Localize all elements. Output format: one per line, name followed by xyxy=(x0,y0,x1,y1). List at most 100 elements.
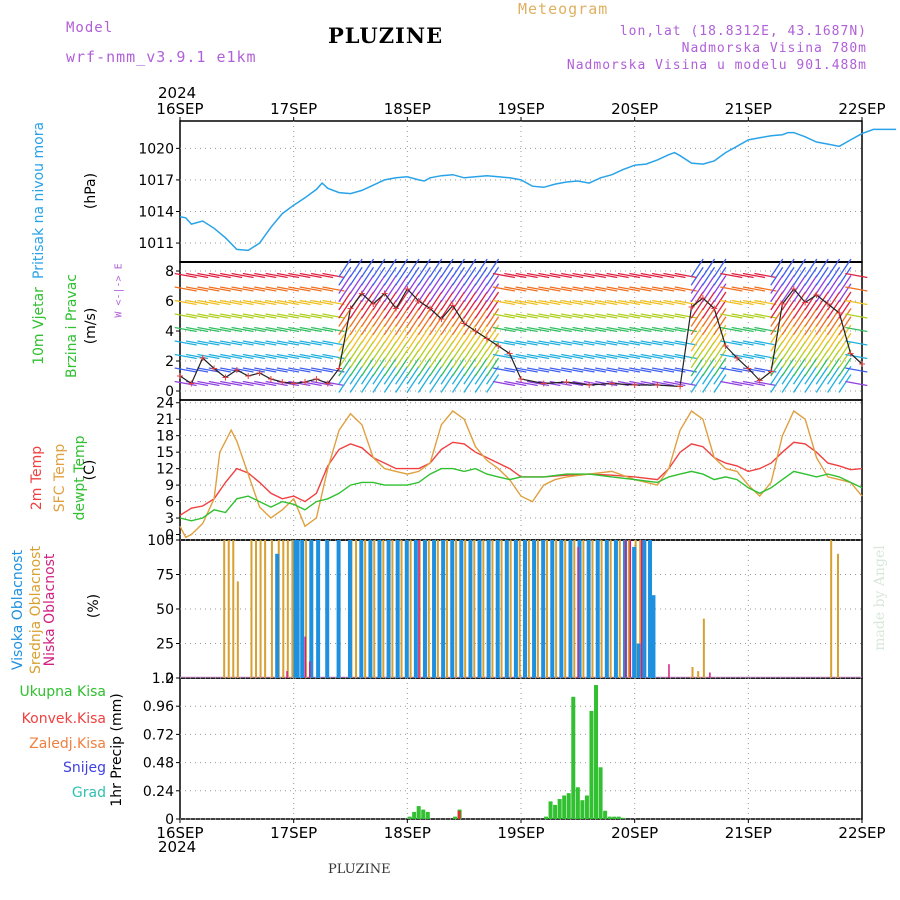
wind-barb xyxy=(804,283,818,303)
wind-barb xyxy=(242,353,265,360)
wind-barb xyxy=(651,380,675,387)
cloud-bar-high xyxy=(559,540,564,678)
wind-barb xyxy=(429,299,443,319)
wind-gust-mark xyxy=(449,302,456,309)
wind-barb xyxy=(406,308,420,327)
cloud-bar-high xyxy=(368,540,373,678)
temperature-ytick-label: 3 xyxy=(165,511,174,527)
wind-barb xyxy=(583,286,606,292)
wind-barb xyxy=(702,308,716,327)
wind-barb xyxy=(827,349,841,369)
wind-barb xyxy=(486,283,500,303)
temp-dewpt-line xyxy=(179,467,863,522)
wind-gust-mark xyxy=(824,301,831,307)
cloud-bar-mid xyxy=(264,540,267,678)
wind-barb xyxy=(583,380,606,387)
wind-barb xyxy=(383,349,397,369)
wind-barb xyxy=(361,283,375,303)
wind-barb xyxy=(690,283,704,303)
cloud-bar-mid xyxy=(491,540,494,678)
wind-barb xyxy=(815,324,829,344)
wind-barb xyxy=(651,299,675,306)
wind-barb xyxy=(440,299,454,319)
wind-barb xyxy=(781,374,795,393)
wind-barb xyxy=(463,291,477,311)
wind-barb xyxy=(827,332,841,352)
legend-zaledj-kisa: Zaledj.Kisa xyxy=(29,736,106,752)
wind-barb xyxy=(702,291,716,311)
wind-barb xyxy=(781,365,795,385)
wind-barb xyxy=(815,365,829,385)
wind-barb xyxy=(792,341,807,360)
wind-barb xyxy=(804,357,818,377)
cloud-bar-mid xyxy=(464,540,467,678)
cloud-bar-high xyxy=(513,540,518,678)
wind-barb xyxy=(197,313,220,319)
wind-barb xyxy=(463,299,477,319)
wind-barb xyxy=(276,272,300,279)
altitude-text: Nadmorska Visina 780m xyxy=(681,41,867,56)
wind-barb xyxy=(606,286,629,292)
wind-barb xyxy=(838,308,852,327)
wind-barb xyxy=(429,266,443,286)
wind-barb xyxy=(276,367,300,373)
wind-barb xyxy=(440,349,454,369)
wind-barb xyxy=(690,349,704,369)
wind-barb xyxy=(310,367,334,373)
wind-barb xyxy=(174,340,197,346)
cloud-bar-mid xyxy=(697,671,700,678)
wind-barb xyxy=(417,349,431,369)
wind-barb xyxy=(538,272,561,279)
cloud-bar-mid xyxy=(573,540,576,678)
wind-barb xyxy=(538,286,561,292)
precip-total-bar xyxy=(425,811,430,819)
cloud-bar-mid xyxy=(400,540,403,678)
station-title: PLUZINE xyxy=(328,23,444,48)
wind-barb xyxy=(429,365,443,385)
wind-barb xyxy=(640,353,663,360)
wind-barb xyxy=(781,349,795,369)
wind-barb xyxy=(174,367,197,373)
wind-barb xyxy=(792,365,807,385)
wind-barb xyxy=(220,313,243,319)
wind-barb xyxy=(338,291,352,311)
wind-barb xyxy=(383,275,397,294)
wind-barb xyxy=(583,367,606,373)
cloud-bar-mid xyxy=(236,581,239,678)
wind-barb xyxy=(417,291,431,311)
wind-barb xyxy=(804,332,818,352)
wind-barb xyxy=(417,266,431,286)
wind-gust-mark xyxy=(711,305,718,312)
cloud-bar-low xyxy=(304,636,306,678)
clouds-ytick-label: 0 xyxy=(165,671,174,687)
wind-barb xyxy=(417,324,431,344)
wind-barb xyxy=(372,374,386,393)
wind-barb xyxy=(617,299,641,306)
wind-barb xyxy=(731,272,754,279)
wind-gust-mark xyxy=(324,380,331,387)
wind-barb xyxy=(827,283,841,303)
cloud-bar-high xyxy=(395,540,400,678)
cloud-bar-mid xyxy=(555,540,558,678)
wind-barb xyxy=(474,374,488,393)
precip-total-bar xyxy=(607,816,612,819)
wind-barb xyxy=(754,313,777,319)
wind-gust-mark xyxy=(688,304,695,310)
wind-barb xyxy=(451,299,466,319)
wind-barb xyxy=(845,326,868,333)
wind-barb xyxy=(663,272,686,279)
wind-barb xyxy=(754,299,777,306)
cloud-bar-high xyxy=(377,540,382,678)
wind-barb xyxy=(492,272,516,279)
wind-barb xyxy=(310,340,334,346)
precip-ytick-label: 0.72 xyxy=(143,727,174,743)
wind-barb xyxy=(617,272,641,279)
wind-barb xyxy=(815,275,829,294)
wind-gust-mark xyxy=(631,382,638,388)
wind-barb xyxy=(197,272,220,279)
wind-barb xyxy=(349,332,363,352)
wind-barb xyxy=(538,299,561,306)
wind-gust-mark xyxy=(518,376,524,382)
wind-barb xyxy=(220,353,243,360)
wind-barb xyxy=(572,286,595,292)
